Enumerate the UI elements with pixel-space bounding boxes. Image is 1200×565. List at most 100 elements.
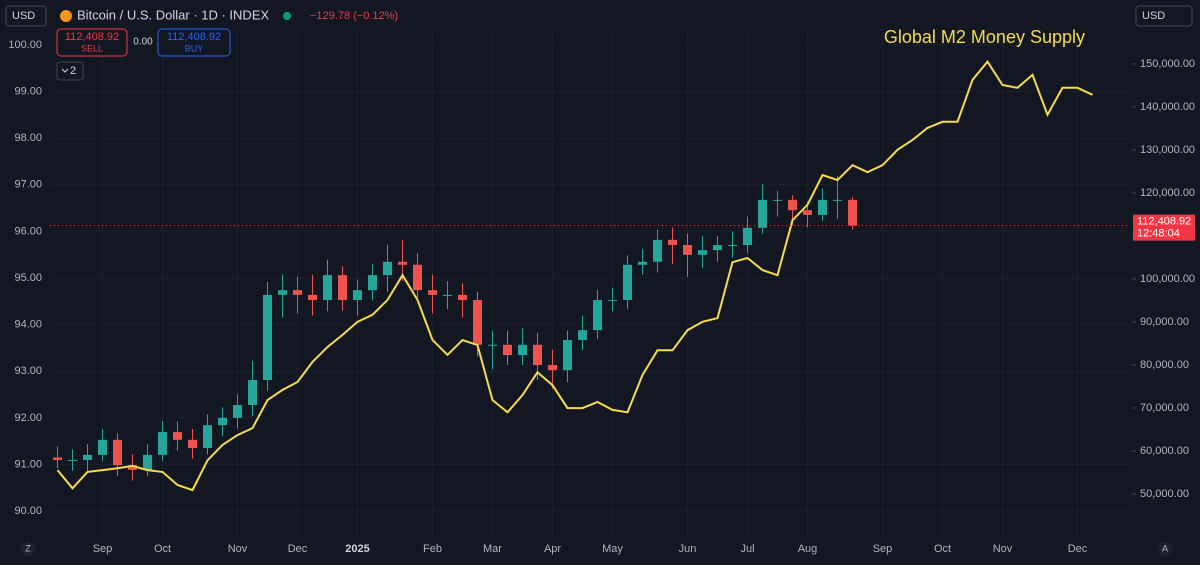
x-tick-label: Aug	[798, 543, 818, 555]
x-tick-label: Apr	[544, 543, 561, 555]
candle-body	[83, 454, 92, 461]
currency-left[interactable]: USD	[12, 10, 35, 22]
x-tick-label: May	[602, 543, 623, 555]
candle-body	[308, 294, 317, 301]
candle-body	[248, 380, 257, 405]
candle-body	[608, 300, 617, 302]
x-tick-label: Oct	[934, 543, 951, 555]
y2-tick-label: 100,000.00	[1140, 273, 1195, 285]
y2-tick-label: 70,000.00	[1140, 402, 1189, 414]
x-tick-label: Feb	[423, 543, 442, 555]
auto-scale-button[interactable]	[1158, 542, 1172, 556]
candle-body	[653, 239, 662, 262]
y-tick-label: 92.00	[14, 412, 42, 424]
y-tick-label: 100.00	[8, 39, 42, 51]
candle-body	[293, 290, 302, 295]
x-tick-label: Oct	[154, 543, 171, 555]
candle-body	[518, 344, 527, 356]
currency-button-right[interactable]	[1135, 5, 1193, 27]
btc-icon	[60, 10, 72, 22]
buy-button[interactable]	[157, 28, 231, 57]
x-tick-label: Dec	[1068, 543, 1088, 555]
candle-body	[203, 425, 212, 448]
candle-body	[98, 439, 107, 455]
indicators-count[interactable]: 2	[70, 65, 76, 77]
y2-tick-label: 80,000.00	[1140, 359, 1189, 371]
candle-body	[458, 294, 467, 301]
sell-label[interactable]: SELL	[81, 43, 103, 53]
candle-body	[728, 245, 737, 247]
chevron-icon	[61, 68, 69, 73]
candle-body	[383, 261, 392, 276]
y-tick-label: 95.00	[14, 272, 42, 284]
candle-body	[398, 261, 407, 265]
countdown: 12:48:04	[1137, 228, 1180, 240]
candle-body	[503, 344, 512, 356]
candle-body	[668, 239, 677, 246]
y2-tick-label: 150,000.00	[1140, 58, 1195, 70]
candle-body	[563, 340, 572, 371]
candle-body	[443, 294, 452, 296]
zoom-button[interactable]	[21, 542, 35, 556]
candle-body	[578, 330, 587, 341]
candle-body	[113, 439, 122, 466]
price-change: −129.78 (−0.12%)	[310, 10, 398, 22]
sell-button[interactable]	[56, 28, 128, 57]
candle-body	[338, 275, 347, 301]
candle-body	[743, 227, 752, 246]
candle-body	[548, 364, 557, 371]
buy-label[interactable]: BUY	[185, 43, 204, 53]
candle-body	[188, 439, 197, 448]
x-tick-label: Jul	[740, 543, 754, 555]
x-tick-label: Jun	[679, 543, 697, 555]
last-price-label: 112,408.92	[1137, 216, 1191, 228]
y-tick-label: 93.00	[14, 365, 42, 377]
candle-body	[353, 290, 362, 301]
y2-tick-label: 120,000.00	[1140, 187, 1195, 199]
sell-price[interactable]: 112,408.92	[65, 31, 119, 43]
y2-tick-label: 90,000.00	[1140, 316, 1189, 328]
candle-body	[533, 344, 542, 365]
candle-body	[233, 404, 242, 418]
currency-right[interactable]: USD	[1142, 10, 1165, 22]
candle-body	[488, 344, 497, 346]
candle-body	[278, 290, 287, 295]
y-tick-label: 91.00	[14, 458, 42, 470]
candle-body	[53, 457, 62, 461]
candle-body	[833, 199, 842, 201]
x-tick-label: Nov	[993, 543, 1013, 555]
candle-body	[758, 199, 767, 228]
buy-price[interactable]: 112,408.92	[167, 31, 221, 43]
x-tick-label: Dec	[288, 543, 308, 555]
candle-body	[218, 417, 227, 426]
y-tick-label: 99.00	[14, 85, 42, 97]
m2-line	[56, 60, 1093, 492]
x-tick-label: Sep	[873, 543, 893, 555]
y-tick-label: 96.00	[14, 225, 42, 237]
y-tick-label: 98.00	[14, 132, 42, 144]
candle-body	[638, 261, 647, 265]
symbol-title: Bitcoin / U.S. Dollar · 1D · INDEX	[77, 7, 269, 22]
candle-body	[803, 210, 812, 215]
currency-button[interactable]	[5, 5, 47, 27]
candle-body	[143, 454, 152, 470]
x-tick-label: Nov	[228, 543, 248, 555]
y-tick-label: 97.00	[14, 179, 42, 191]
indicators-toggle[interactable]	[56, 61, 84, 81]
y2-tick-label: 60,000.00	[1140, 445, 1189, 457]
x-tick-label: Sep	[93, 543, 113, 555]
zoom-label[interactable]: Z	[25, 543, 31, 553]
candle-body	[173, 432, 182, 440]
candle-body	[413, 264, 422, 291]
candle-body	[263, 294, 272, 381]
y-tick-label: 94.00	[14, 319, 42, 331]
auto-scale-label[interactable]: A	[1162, 543, 1168, 553]
y2-tick-label: 50,000.00	[1140, 488, 1189, 500]
x-tick-label: 2025	[345, 543, 369, 555]
candle-body	[368, 275, 377, 291]
y-tick-label: 90.00	[14, 505, 42, 517]
candle-body	[473, 300, 482, 345]
candle-body	[773, 199, 782, 201]
